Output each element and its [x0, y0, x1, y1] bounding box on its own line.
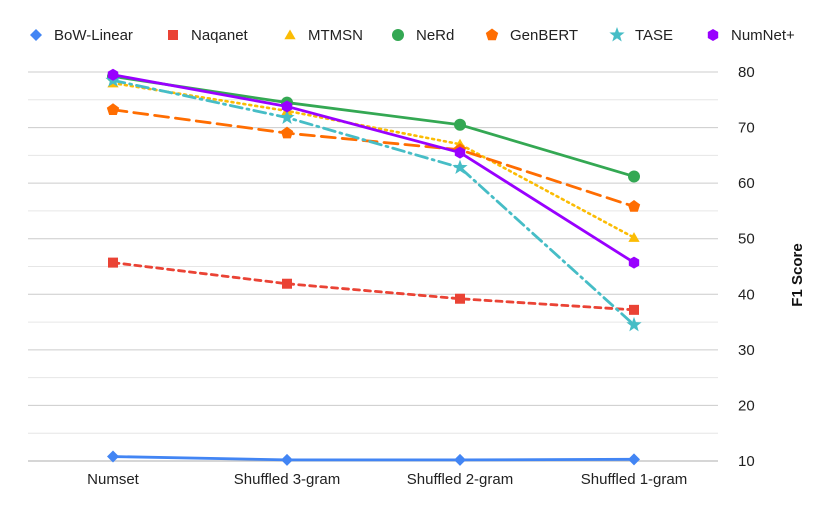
data-point-genbert — [627, 199, 641, 212]
legend-marker-nerd — [392, 29, 404, 41]
data-point-genbert — [106, 103, 120, 116]
legend-label-bow-linear: BoW-Linear — [54, 27, 133, 44]
data-point-bow-linear — [454, 453, 466, 466]
data-point-tase — [626, 316, 642, 332]
data-point-numnet — [454, 146, 466, 159]
legend-marker-numnet — [707, 29, 719, 41]
series-naqanet — [108, 257, 639, 315]
legend-label-mtmsn: MTMSN — [308, 27, 363, 44]
data-point-numnet — [281, 100, 293, 113]
x-tick-label: Numset — [87, 471, 140, 488]
legend-label-naqanet: Naqanet — [191, 27, 249, 44]
y-axis-label: F1 Score — [789, 243, 806, 306]
legend-item-bow-linear[interactable]: BoW-Linear — [30, 27, 133, 44]
series-line-genbert — [111, 108, 636, 208]
series-line-tase — [111, 78, 636, 327]
series-line-numnet — [111, 73, 636, 265]
data-point-tase — [452, 159, 468, 175]
legend-label-tase: TASE — [635, 27, 673, 44]
legend-item-genbert[interactable]: GenBERT — [485, 27, 578, 44]
legend-label-nerd: NeRd — [416, 27, 454, 44]
series-line-mtmsn — [111, 81, 636, 239]
data-point-naqanet — [455, 293, 465, 304]
y-tick-label: 10 — [738, 453, 755, 470]
series-group — [105, 68, 642, 466]
y-tick-label: 20 — [738, 397, 755, 414]
data-point-numnet — [107, 68, 119, 81]
data-point-genbert — [280, 126, 294, 139]
data-point-nerd — [628, 170, 640, 183]
y-tick-label: 50 — [738, 231, 755, 248]
x-tick-label: Shuffled 1-gram — [581, 471, 687, 488]
data-point-naqanet — [629, 304, 639, 315]
legend-marker-genbert — [485, 28, 499, 41]
x-axis: Numset Shuffled 3-gram Shuffled 2-gram Shuf… — [87, 471, 687, 488]
y-axis: 10 20 30 40 50 60 70 80 — [738, 64, 755, 470]
x-tick-label: Shuffled 3-gram — [234, 471, 340, 488]
y-tick-label: 60 — [738, 175, 755, 192]
legend-label-genbert: GenBERT — [510, 27, 578, 44]
data-point-nerd — [454, 118, 466, 131]
legend-marker-bow-linear — [30, 29, 42, 41]
legend-item-nerd[interactable]: NeRd — [392, 27, 454, 44]
legend-marker-mtmsn — [284, 29, 296, 40]
legend-item-tase[interactable]: TASE — [609, 27, 673, 44]
legend-marker-tase — [609, 27, 625, 42]
series-bow-linear — [107, 450, 640, 466]
data-point-tase — [279, 109, 295, 125]
legend-item-numnet[interactable]: NumNet+ — [707, 27, 795, 44]
legend[interactable]: BoW-Linear Naqanet MTMSN NeRd GenBERT TASE Num… — [30, 27, 795, 44]
series-line-naqanet — [111, 261, 636, 312]
y-tick-label: 30 — [738, 342, 755, 359]
legend-item-naqanet[interactable]: Naqanet — [168, 27, 249, 44]
y-tick-label: 70 — [738, 120, 755, 137]
x-tick-label: Shuffled 2-gram — [407, 471, 513, 488]
series-genbert — [106, 103, 641, 212]
data-point-bow-linear — [628, 453, 640, 466]
legend-label-numnet: NumNet+ — [731, 27, 795, 44]
legend-marker-naqanet — [168, 30, 178, 40]
data-point-numnet — [628, 256, 640, 269]
data-point-naqanet — [282, 278, 292, 289]
y-tick-label: 40 — [738, 286, 755, 303]
legend-item-mtmsn[interactable]: MTMSN — [284, 27, 363, 44]
data-point-naqanet — [108, 257, 118, 268]
data-point-bow-linear — [107, 450, 119, 463]
series-line-bow-linear — [111, 455, 636, 462]
series-numnet — [107, 68, 640, 269]
series-tase — [105, 72, 642, 332]
data-point-mtmsn — [628, 232, 640, 242]
data-point-bow-linear — [281, 453, 293, 466]
y-tick-label: 80 — [738, 64, 755, 81]
